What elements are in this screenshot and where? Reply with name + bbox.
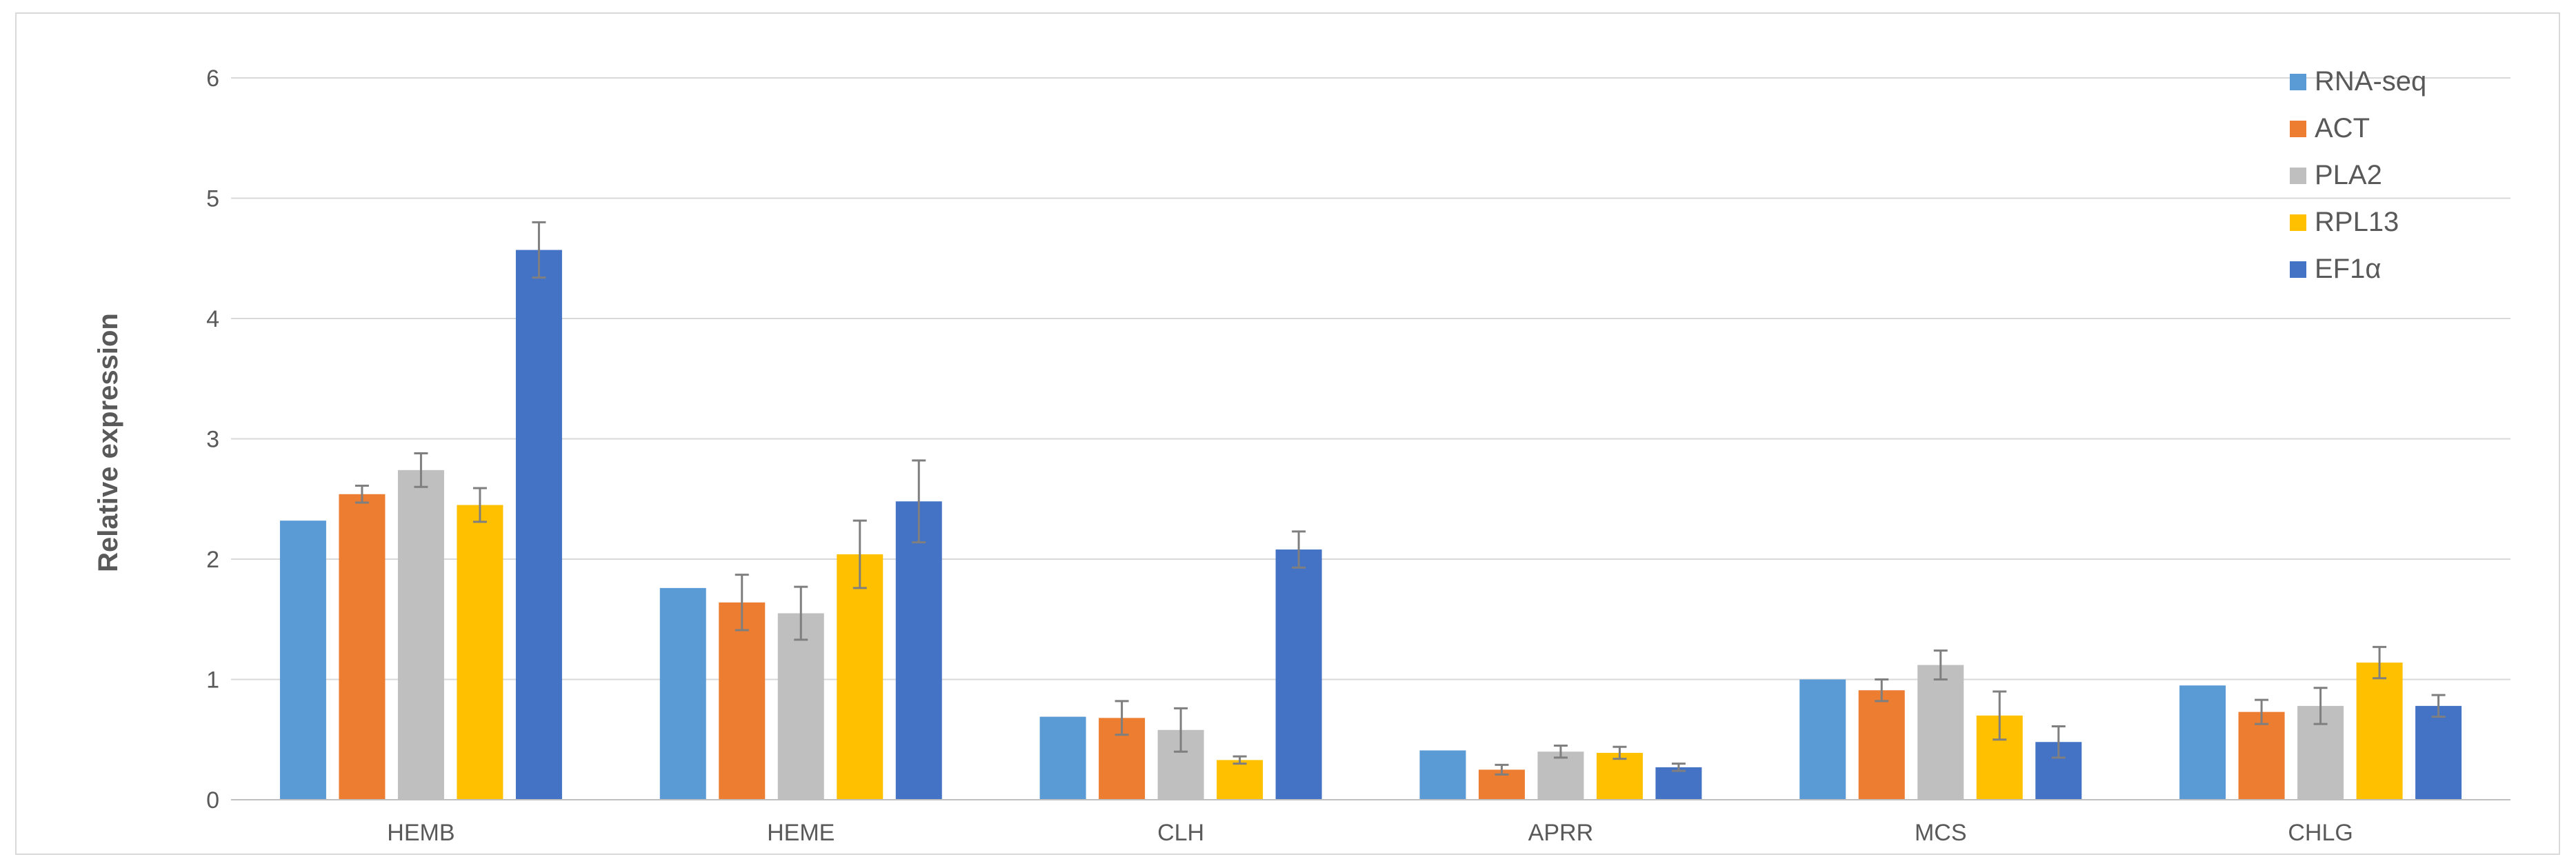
y-axis-title: Relative expression (93, 313, 123, 572)
bar-rpl13-chlg (2356, 663, 2403, 800)
bar-rpl13-hemb (457, 505, 503, 800)
bar-ef1-clh (1275, 549, 1322, 800)
y-tick-label: 2 (206, 547, 219, 573)
legend-swatch (2290, 214, 2306, 231)
x-tick-label: CHLG (2288, 820, 2353, 846)
x-tick-label: HEME (767, 820, 835, 846)
bar-rnaseq-aprr (1419, 750, 1466, 800)
legend-swatch (2290, 168, 2306, 184)
bar-rnaseq-clh (1039, 716, 1086, 800)
bar-rnaseq-mcs (1799, 679, 1846, 800)
bar-pla2-heme (777, 613, 824, 800)
y-tick-label: 4 (206, 306, 219, 332)
legend-swatch (2290, 121, 2306, 137)
x-tick-label: CLH (1157, 820, 1204, 846)
gridlines (231, 77, 2510, 680)
bar-rnaseq-chlg (2179, 685, 2226, 800)
error-bars (355, 221, 2446, 776)
bar-rpl13-clh (1217, 760, 1264, 800)
bar-pla2-aprr (1537, 751, 1584, 800)
legend: RNA-seq ACT PLA2 RPL13 EF1α (2290, 66, 2426, 284)
legend-label: RPL13 (2315, 207, 2399, 237)
legend-label: EF1α (2315, 254, 2381, 284)
bar-rpl13-heme (837, 554, 883, 800)
bar-act-mcs (1858, 690, 1905, 800)
bar-rnaseq-heme (659, 587, 706, 800)
legend-label: ACT (2315, 113, 2370, 143)
x-tick-label: MCS (1915, 820, 1967, 846)
bar-act-hemb (339, 494, 386, 800)
legend-label: RNA-seq (2315, 66, 2426, 97)
bar-ef1-heme (895, 501, 942, 800)
bar-pla2-mcs (1917, 665, 1964, 800)
y-tick-label: 3 (206, 427, 219, 453)
x-tick-label: APRR (1528, 820, 1593, 846)
axes: 0 1 2 3 4 5 6 HEMB HEME CLH APRR MCS CHLG (206, 65, 2510, 846)
bar-ef1-aprr (1655, 767, 1702, 800)
legend-swatch (2290, 261, 2306, 278)
bar-ef1-chlg (2415, 705, 2462, 800)
x-tick-label: HEMB (387, 820, 455, 846)
bar-ef1-hemb (515, 250, 562, 800)
bar-act-chlg (2238, 711, 2285, 800)
y-tick-label: 0 (206, 787, 219, 814)
bar-rnaseq-hemb (279, 521, 326, 800)
y-tick-label: 5 (206, 186, 219, 212)
bar-pla2-hemb (397, 470, 444, 800)
legend-label: PLA2 (2315, 160, 2382, 190)
bar-act-heme (719, 602, 766, 800)
y-tick-label: 1 (206, 667, 219, 694)
bar-rpl13-aprr (1596, 752, 1643, 800)
y-tick-label: 6 (206, 65, 219, 92)
bars (279, 250, 2462, 800)
legend-swatch (2290, 74, 2306, 90)
